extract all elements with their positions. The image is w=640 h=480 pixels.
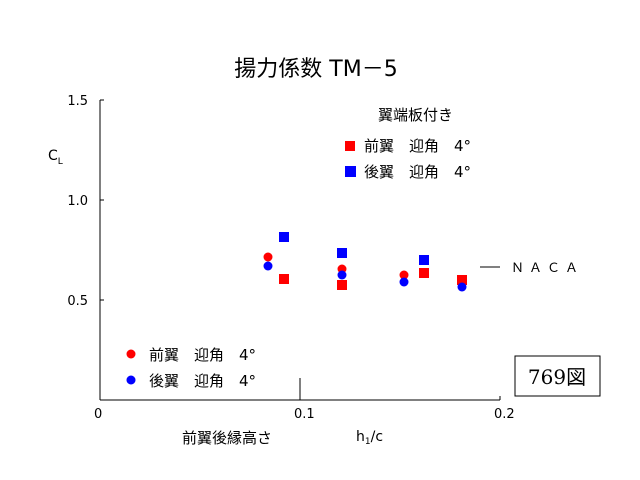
y-tick-label: 1.5 bbox=[67, 94, 88, 109]
legend-front-wing-square-marker bbox=[345, 141, 355, 151]
data-point-square bbox=[419, 255, 429, 265]
legend-rear-wing-circle-marker bbox=[126, 375, 136, 385]
data-point-square bbox=[337, 248, 347, 258]
data-point-square bbox=[279, 232, 289, 242]
data-point-circle bbox=[457, 282, 467, 292]
data-point-square bbox=[337, 280, 347, 290]
x-axis-ticks: 0 0.1 0.2 bbox=[94, 396, 515, 422]
x-axis-label-sub: 1 bbox=[365, 437, 371, 447]
y-axis-ticks: 0.5 1.0 1.5 bbox=[67, 94, 104, 309]
x-axis-label-japanese: 前翼後縁高さ bbox=[182, 429, 272, 447]
figure-number-box: 769図 bbox=[514, 355, 601, 397]
x-axis-label: h1/c bbox=[356, 429, 383, 447]
legend-top-title: 翼端板付き bbox=[378, 106, 453, 124]
y-axis-label-sub: L bbox=[58, 157, 63, 167]
legend-front-wing-circle-label: 前翼 迎角 4° bbox=[149, 346, 256, 364]
y-axis-label: CL bbox=[48, 148, 63, 167]
x-axis-label-main: h bbox=[356, 429, 365, 445]
figure-number-frame bbox=[514, 355, 601, 397]
naca-reference: ＮＡＣＡ bbox=[480, 261, 583, 276]
data-point-circle bbox=[399, 270, 409, 280]
legend-front-wing-circle-marker bbox=[126, 349, 136, 359]
figure-number-label: 769図 bbox=[528, 365, 586, 389]
y-tick-label: 1.0 bbox=[67, 194, 88, 209]
legend-bottom: 前翼 迎角 4° 後翼 迎角 4° bbox=[126, 346, 256, 390]
data-point-circle bbox=[263, 252, 273, 262]
x-tick-label: 0.1 bbox=[294, 407, 315, 422]
x-axis-label-tail: /c bbox=[371, 429, 383, 445]
data-point-circle bbox=[263, 261, 273, 271]
legend-front-wing-square-label: 前翼 迎角 4° bbox=[364, 137, 471, 155]
data-point-square bbox=[419, 268, 429, 278]
data-point-circle bbox=[399, 277, 409, 287]
legend-top: 翼端板付き 前翼 迎角 4° 後翼 迎角 4° bbox=[345, 106, 471, 181]
legend-rear-wing-circle-label: 後翼 迎角 4° bbox=[149, 372, 256, 390]
legend-rear-wing-square-marker bbox=[345, 166, 356, 177]
x-tick-label: 0 bbox=[94, 407, 102, 422]
naca-label: ＮＡＣＡ bbox=[511, 261, 583, 276]
data-series bbox=[263, 232, 467, 292]
chart-title: 揚力係数 TM－5 bbox=[234, 57, 397, 82]
data-point-circle bbox=[337, 270, 347, 280]
y-axis-label-main: C bbox=[48, 148, 58, 164]
y-tick-label: 0.5 bbox=[67, 294, 88, 309]
x-tick-label: 0.2 bbox=[494, 407, 515, 422]
data-point-square bbox=[279, 274, 289, 284]
legend-rear-wing-square-label: 後翼 迎角 4° bbox=[364, 163, 471, 181]
